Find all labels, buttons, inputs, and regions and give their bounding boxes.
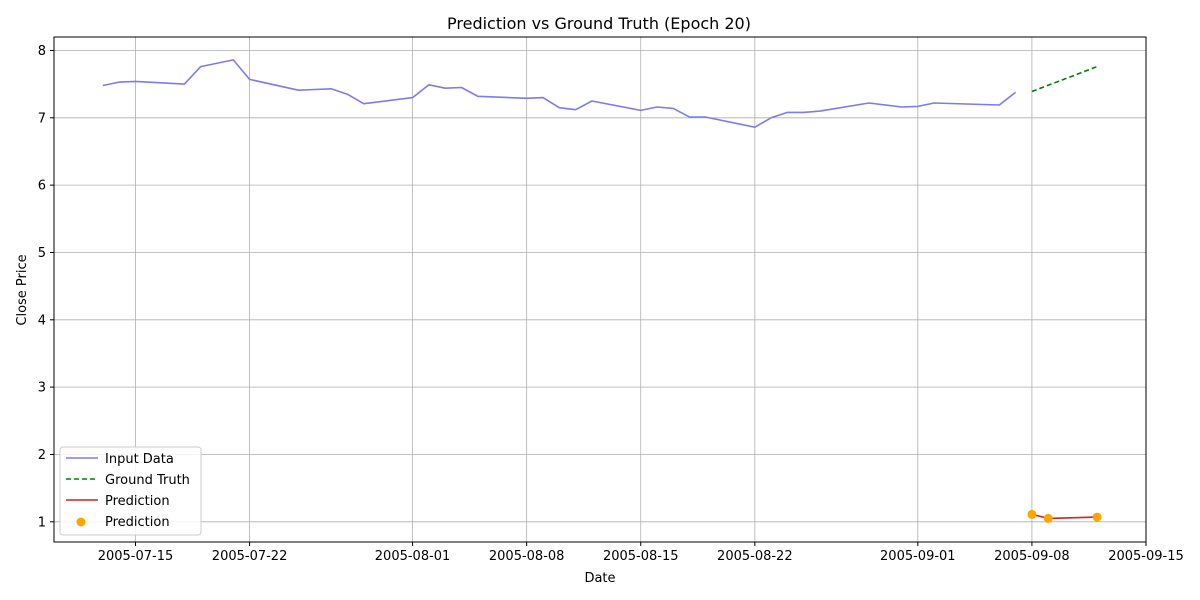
x-tick-label: 2005-09-15 <box>1108 549 1184 564</box>
x-tick-label: 2005-07-15 <box>98 549 174 564</box>
ticks: 2005-07-15 2005-07-22 2005-08-01 2005-08-08… <box>38 44 1184 564</box>
y-tick-label: 4 <box>38 313 46 328</box>
y-tick-label: 7 <box>38 111 46 126</box>
y-tick-label: 1 <box>38 515 46 530</box>
series-line-ground-truth <box>1031 65 1098 93</box>
series-point-prediction <box>1027 509 1037 519</box>
legend: Input Data Ground Truth Prediction Predi… <box>59 446 202 536</box>
chart-title: Prediction vs Ground Truth (Epoch 20) <box>447 14 751 33</box>
legend-swatch-prediction-points <box>76 517 86 527</box>
x-axis-label: Date <box>584 571 615 586</box>
x-tick-label: 2005-08-22 <box>717 549 793 564</box>
y-tick-label: 3 <box>38 381 46 396</box>
y-tick-label: 8 <box>38 44 46 59</box>
series-point-prediction <box>1043 513 1053 523</box>
series-point-prediction <box>1092 512 1102 522</box>
series-line-input-data <box>102 59 1017 128</box>
x-tick-label: 2005-08-01 <box>375 549 451 564</box>
legend-label-ground-truth: Ground Truth <box>105 473 190 488</box>
y-tick-label: 6 <box>38 179 46 194</box>
y-tick-label: 2 <box>38 448 46 463</box>
y-axis-label: Close Price <box>15 254 30 325</box>
series-layer <box>102 59 1102 523</box>
legend-label-input-data: Input Data <box>105 452 174 467</box>
x-tick-label: 2005-09-01 <box>880 549 956 564</box>
x-tick-label: 2005-08-15 <box>603 549 679 564</box>
x-tick-label: 2005-08-08 <box>489 549 565 564</box>
y-tick-label: 5 <box>38 246 46 261</box>
legend-label-prediction-line: Prediction <box>105 494 170 509</box>
legend-label-prediction-points: Prediction <box>105 515 170 530</box>
x-tick-label: 2005-07-22 <box>212 549 288 564</box>
plot-frame <box>53 36 1147 543</box>
x-tick-label: 2005-09-08 <box>994 549 1070 564</box>
legend-box <box>59 446 202 536</box>
